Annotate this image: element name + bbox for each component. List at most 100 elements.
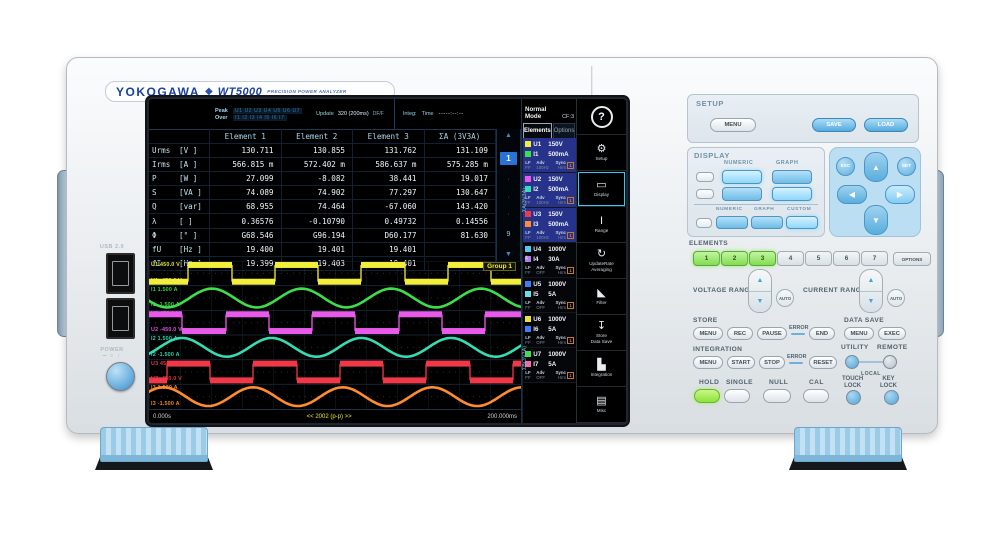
element-1-button[interactable]: 1 bbox=[693, 251, 720, 266]
graph-row2-button[interactable] bbox=[772, 187, 812, 201]
start-button[interactable]: START bbox=[727, 356, 755, 369]
element-entry-6[interactable]: U6 1000V I6 5A LF FF Adv OFF Sync Hrm 1 bbox=[523, 313, 576, 348]
filter-softkey[interactable]: ◣ Filter bbox=[577, 279, 626, 315]
custom-label: CUSTOM bbox=[787, 207, 812, 212]
display-softkey[interactable]: ▭ Display bbox=[577, 171, 626, 207]
remote-indicator bbox=[883, 355, 897, 369]
custom-row3-button[interactable] bbox=[786, 216, 818, 229]
page-current[interactable]: 1 bbox=[500, 152, 517, 166]
element-7-button[interactable]: 7 bbox=[861, 251, 888, 266]
current-down-icon[interactable]: ▼ bbox=[867, 298, 875, 306]
null-button[interactable] bbox=[763, 389, 791, 403]
help-softkey[interactable]: ? bbox=[577, 99, 626, 135]
voltage-up-icon[interactable]: ▲ bbox=[749, 270, 771, 292]
left-arrow-button[interactable]: ◀ bbox=[837, 185, 867, 204]
key-lock-button[interactable] bbox=[884, 390, 899, 405]
usb-port-2[interactable] bbox=[105, 298, 135, 339]
rec-button[interactable]: REC bbox=[727, 327, 753, 340]
current-range-rocker[interactable]: ▲ ▼ bbox=[859, 269, 883, 313]
tab-options[interactable]: Options bbox=[552, 123, 576, 138]
display-row2-indicator[interactable] bbox=[696, 189, 714, 199]
over-label: Over bbox=[215, 114, 228, 121]
key-lock-label: KEY LOCK bbox=[880, 376, 897, 389]
graph2-label: GRAPH bbox=[754, 207, 775, 212]
display-divider bbox=[694, 204, 818, 205]
current-auto-button[interactable]: AUTO bbox=[887, 289, 905, 307]
elements-label: ELEMENTS bbox=[689, 240, 729, 247]
element-entry-5[interactable]: U5 1000V I5 5A LF FF Adv OFF Sync Hrm 1 bbox=[523, 278, 576, 313]
setup-softkey[interactable]: ⚙ Setup bbox=[577, 135, 626, 171]
element-entry-4[interactable]: U4 1000V I4 30A LF FF Adv OFF Sync Hrm 1 bbox=[523, 243, 576, 278]
usb-port-1[interactable] bbox=[105, 253, 135, 294]
time-label: Time bbox=[421, 111, 434, 117]
page-selector[interactable]: ▲ 1 · · · 9 ▼ bbox=[496, 129, 521, 261]
page-last[interactable]: 9 bbox=[506, 230, 511, 238]
display-row3-indicator[interactable] bbox=[696, 218, 712, 228]
end-button[interactable]: END bbox=[809, 327, 835, 340]
graph-row1-button[interactable] bbox=[772, 170, 812, 184]
up-arrow-button[interactable]: ▲ bbox=[864, 152, 888, 182]
power-button[interactable] bbox=[105, 362, 135, 391]
element-entry-3[interactable]: U3 150V I3 500mA LF FF Adv 100Hz Sync Hrm 1 bbox=[523, 208, 576, 243]
table-header: Element 1 Element 2 Element 3 ΣA (3V3A) bbox=[149, 129, 496, 144]
integration-softkey[interactable]: ▙ Integration bbox=[577, 351, 626, 387]
setup-label: Setup bbox=[595, 155, 608, 161]
single-button[interactable] bbox=[724, 389, 750, 403]
usb-label: USB 2.0 bbox=[99, 244, 125, 250]
trace-scale-label: I2 1.500 A bbox=[151, 336, 178, 342]
load-button[interactable]: LOAD bbox=[864, 118, 908, 132]
table-row: Irms [A ] 566.815 m 572.402 m 586.637 m 575.2… bbox=[149, 158, 496, 173]
store-data-save-softkey[interactable]: ↧ Store Data Save bbox=[577, 315, 626, 351]
numeric-row1-button[interactable] bbox=[722, 170, 762, 184]
voltage-auto-button[interactable]: AUTO bbox=[776, 289, 794, 307]
setup-menu-button[interactable]: MENU bbox=[710, 118, 756, 132]
element-6-button[interactable]: 6 bbox=[833, 251, 860, 266]
hold-button[interactable] bbox=[694, 389, 720, 403]
integration-menu-button[interactable]: MENU bbox=[693, 356, 723, 369]
element-4-button[interactable]: 4 bbox=[777, 251, 804, 266]
graph-row3-button[interactable] bbox=[751, 216, 783, 229]
numeric-row2-button[interactable] bbox=[722, 187, 762, 201]
cal-button[interactable] bbox=[803, 389, 829, 403]
trace-scale-label: U2 -450.0 V bbox=[151, 327, 182, 333]
right-arrow-button[interactable]: ▶ bbox=[885, 185, 915, 204]
graph-col-label: GRAPH bbox=[776, 160, 799, 166]
data-save-menu-button[interactable]: MENU bbox=[844, 327, 874, 340]
element-2-button[interactable]: 2 bbox=[721, 251, 748, 266]
group-a-label: ΣA(3V3A) bbox=[522, 187, 528, 213]
page-down-icon[interactable]: ▼ bbox=[505, 250, 512, 258]
update-rate-softkey[interactable]: ↻ UpdateRate Averaging bbox=[577, 243, 626, 279]
set-button[interactable]: SET bbox=[897, 157, 916, 176]
element-3-button[interactable]: 3 bbox=[749, 251, 776, 266]
element-entry-7[interactable]: U7 1000V I7 5A LF FF Adv OFF Sync Hrm 1 bbox=[523, 348, 576, 383]
options-button[interactable]: OPTIONS bbox=[893, 252, 931, 266]
esc-button[interactable]: ESC bbox=[836, 157, 855, 176]
voltage-down-icon[interactable]: ▼ bbox=[756, 298, 764, 306]
element-entry-1[interactable]: U1 150V I1 500mA LF FF Adv 100Hz Sync Hrm 1 bbox=[523, 138, 576, 173]
numeric-row3-button[interactable] bbox=[716, 216, 748, 229]
display-row1-indicator[interactable] bbox=[696, 172, 714, 182]
element-5-button[interactable]: 5 bbox=[805, 251, 832, 266]
save-button[interactable]: SAVE bbox=[812, 118, 856, 132]
utility-button[interactable] bbox=[845, 355, 859, 369]
exec-button[interactable]: EXEC bbox=[878, 327, 906, 340]
element-entry-2[interactable]: U2 150V I2 500mA LF FF Adv 100Hz Sync Hrm 1 bbox=[523, 173, 576, 208]
trace-scale-label: U1 450.0 V bbox=[151, 262, 180, 268]
store-menu-button[interactable]: MENU bbox=[693, 327, 723, 340]
page-up-icon[interactable]: ▲ bbox=[505, 132, 512, 139]
range-label: Range bbox=[594, 227, 609, 233]
null-label: NULL bbox=[769, 379, 789, 386]
tab-elements[interactable]: Elements bbox=[523, 123, 552, 138]
touch-lock-button[interactable] bbox=[846, 390, 861, 405]
pause-button[interactable]: PAUSE bbox=[757, 327, 787, 340]
trace-scale-label: I1 1.500 A bbox=[151, 286, 178, 293]
current-up-icon[interactable]: ▲ bbox=[860, 270, 882, 292]
down-arrow-button[interactable]: ▼ bbox=[864, 205, 888, 235]
range-softkey[interactable]: I Range bbox=[577, 207, 626, 243]
setup-icon: ⚙ bbox=[596, 142, 607, 155]
voltage-range-rocker[interactable]: ▲ ▼ bbox=[748, 269, 772, 313]
stop-button[interactable]: STOP bbox=[759, 356, 785, 369]
misc-softkey[interactable]: ▤ Misc bbox=[577, 387, 626, 423]
integration-label: Integration bbox=[590, 371, 613, 377]
reset-button[interactable]: RESET bbox=[809, 356, 837, 369]
